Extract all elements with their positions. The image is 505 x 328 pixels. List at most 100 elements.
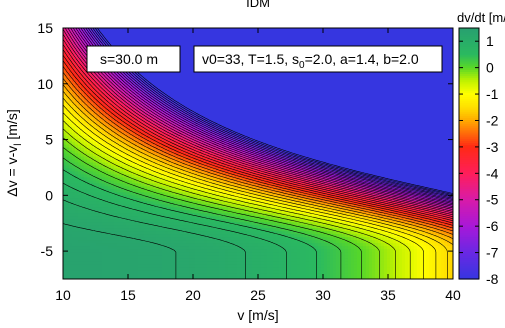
heatmap-cell	[120, 108, 124, 113]
heatmap-cell	[135, 186, 139, 190]
heatmap-cell	[69, 183, 73, 187]
heatmap-cell	[141, 96, 145, 101]
heatmap-cell	[126, 138, 130, 143]
heatmap-cell	[81, 195, 85, 199]
heatmap-cell	[105, 183, 109, 187]
heatmap-cell	[63, 48, 67, 53]
heatmap-cell	[102, 219, 106, 223]
heatmap-cell	[96, 234, 100, 238]
heatmap-cell	[66, 28, 70, 32]
heatmap-cell	[84, 28, 88, 32]
heatmap-cell	[120, 195, 124, 199]
heatmap-cell	[114, 165, 118, 170]
heatmap-cell	[75, 78, 79, 83]
heatmap-cell	[129, 180, 133, 184]
heatmap-cell	[141, 252, 145, 256]
heatmap-cell	[69, 87, 73, 92]
heatmap-cell	[102, 240, 106, 244]
heatmap-cell	[144, 165, 148, 170]
heatmap-cell	[84, 276, 88, 279]
heatmap-cell	[90, 90, 94, 95]
heatmap-cell	[129, 81, 133, 86]
heatmap-cell	[78, 105, 82, 110]
heatmap-cell	[63, 186, 67, 190]
heatmap-cell	[96, 228, 100, 232]
heatmap-cell	[165, 147, 169, 152]
heatmap-cell	[150, 42, 154, 47]
heatmap-cell	[96, 84, 100, 89]
heatmap-cell	[75, 69, 79, 74]
heatmap-cell	[72, 234, 76, 238]
heatmap-cell	[105, 81, 109, 86]
heatmap-cell	[84, 198, 88, 202]
heatmap-cell	[120, 192, 124, 196]
heatmap-cell	[144, 90, 148, 95]
heatmap-cell	[129, 216, 133, 220]
heatmap-cell	[150, 192, 154, 196]
heatmap-cell	[90, 129, 94, 134]
heatmap-cell	[75, 45, 79, 50]
heatmap-cell	[99, 156, 103, 161]
heatmap-cell	[114, 189, 118, 193]
heatmap-cell	[90, 270, 94, 274]
heatmap-cell	[72, 54, 76, 59]
heatmap-cell	[111, 132, 115, 137]
heatmap-cell	[126, 144, 130, 149]
heatmap-cell	[105, 276, 109, 279]
heatmap-cell	[78, 45, 82, 50]
heatmap-cell	[66, 150, 70, 155]
heatmap-cell	[150, 174, 154, 179]
heatmap-cell	[105, 240, 109, 244]
heatmap-cell	[66, 48, 70, 53]
heatmap-cell	[90, 96, 94, 101]
heatmap-cell	[96, 258, 100, 262]
heatmap-cell	[66, 186, 70, 190]
heatmap-cell	[150, 126, 154, 131]
heatmap-cell	[123, 87, 127, 92]
heatmap-cell	[162, 276, 166, 279]
heatmap-cell	[129, 168, 133, 173]
heatmap-cell	[72, 258, 76, 262]
heatmap-cell	[114, 240, 118, 244]
heatmap-cell	[141, 204, 145, 208]
heatmap-cell	[135, 204, 139, 208]
heatmap-cell	[66, 252, 70, 256]
heatmap-cell	[84, 234, 88, 238]
heatmap-cell	[117, 237, 121, 241]
heatmap-cell	[105, 177, 109, 181]
heatmap-cell	[78, 216, 82, 220]
heatmap-cell	[126, 123, 130, 128]
heatmap-cell	[123, 39, 127, 44]
heatmap-cell	[96, 237, 100, 241]
heatmap-cell	[84, 213, 88, 217]
heatmap-cell	[75, 33, 79, 38]
heatmap-cell	[135, 42, 139, 47]
heatmap-cell	[90, 120, 94, 125]
heatmap-cell	[165, 84, 169, 89]
heatmap-cell	[135, 84, 139, 89]
heatmap-cell	[126, 261, 130, 265]
heatmap-cell	[156, 36, 160, 41]
heatmap-cell	[126, 267, 130, 271]
heatmap-cell	[132, 141, 136, 146]
heatmap-cell	[108, 174, 112, 179]
heatmap-cell	[141, 108, 145, 113]
heatmap-cell	[96, 30, 100, 35]
heatmap-cell	[120, 84, 124, 89]
heatmap-cell	[120, 156, 124, 161]
heatmap-cell	[108, 270, 112, 274]
heatmap-cell	[162, 264, 166, 268]
heatmap-cell	[141, 126, 145, 131]
heatmap-cell	[132, 150, 136, 155]
heatmap-cell	[93, 240, 97, 244]
heatmap-cell	[75, 186, 79, 190]
heatmap-cell	[63, 252, 67, 256]
heatmap-cell	[72, 42, 76, 47]
heatmap-cell	[129, 153, 133, 158]
heatmap-cell	[126, 39, 130, 44]
heatmap-cell	[117, 273, 121, 277]
heatmap-cell	[135, 33, 139, 38]
heatmap-cell	[87, 180, 91, 184]
heatmap-cell	[135, 141, 139, 146]
heatmap-cell	[165, 36, 169, 41]
